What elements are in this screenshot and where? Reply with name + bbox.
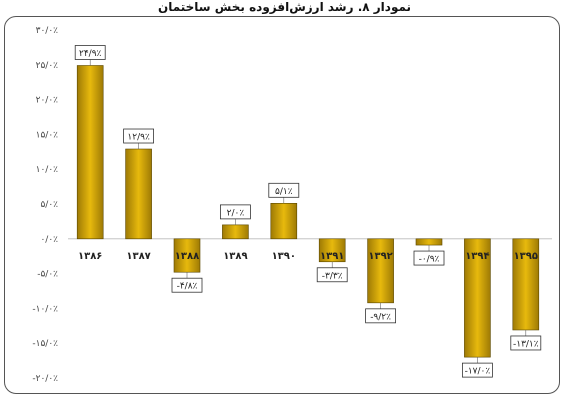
data-label: ۱۲/۹٪ [127, 133, 150, 143]
bar [76, 65, 104, 240]
x-category-label: ۱۳۹۲ [368, 251, 392, 262]
y-tick-label: -۵/۰٪ [37, 270, 58, 280]
data-label: ۲/۰٪ [227, 208, 245, 218]
data-label: -۹/۲٪ [370, 312, 391, 322]
data-label: -۱۳/۱٪ [513, 339, 539, 349]
x-category-label: ۱۳۹۴ [465, 251, 489, 262]
data-label-box [316, 267, 348, 283]
data-label: ۵/۱٪ [275, 187, 293, 197]
data-label: -۳/۳٪ [322, 271, 343, 281]
x-category-label: ۱۳۸۷ [126, 251, 150, 262]
bar [415, 238, 443, 246]
data-label-box [510, 335, 542, 351]
data-label-box [413, 250, 445, 266]
data-label: -۴/۸٪ [177, 282, 198, 292]
y-tick-label: ۲۰/۰٪ [36, 96, 59, 106]
bar [222, 224, 249, 240]
data-label-box [171, 277, 203, 293]
y-tick-label: ۵/۰٪ [40, 200, 58, 210]
data-label-box [219, 204, 251, 220]
x-category-label: ۱۳۹۰ [272, 251, 296, 262]
chart-title: نمودار ۸. رشد ارزش‌افزوده بخش ساختمان [157, 0, 412, 14]
data-label: ۲۴/۹٪ [79, 49, 102, 59]
bar [125, 148, 152, 240]
x-category-label: ۱۳۹۱ [320, 251, 344, 262]
y-tick-label: -۱۵/۰٪ [32, 339, 58, 349]
data-label: -۰/۹٪ [419, 255, 440, 265]
bar [512, 238, 540, 331]
data-label-box [74, 45, 106, 60]
data-label-box [123, 128, 154, 144]
x-category-label: ۱۳۸۸ [175, 251, 199, 262]
bar [464, 238, 491, 358]
y-tick-label: ۱۰/۰٪ [36, 165, 59, 175]
y-tick-label: -۲۰/۰٪ [32, 374, 58, 384]
y-tick-label: ۳۰/۰٪ [36, 26, 59, 36]
y-tick-label: ۰/۰٪ [40, 235, 58, 245]
y-tick-label: -۱۰/۰٪ [32, 304, 58, 314]
y-tick-label: ۲۵/۰٪ [36, 61, 59, 71]
x-category-label: ۱۳۸۹ [223, 251, 247, 262]
bar [270, 203, 298, 240]
bar [367, 238, 394, 304]
x-category-label: ۱۳۸۶ [78, 251, 102, 262]
data-label-box [461, 362, 493, 378]
bar [173, 238, 201, 273]
data-label-box [268, 182, 300, 198]
x-category-label: ۱۳۹۵ [514, 251, 538, 262]
y-tick-label: ۱۵/۰٪ [36, 130, 59, 140]
data-label-box [365, 308, 397, 324]
data-label: -۱۷/۰٪ [465, 367, 491, 377]
